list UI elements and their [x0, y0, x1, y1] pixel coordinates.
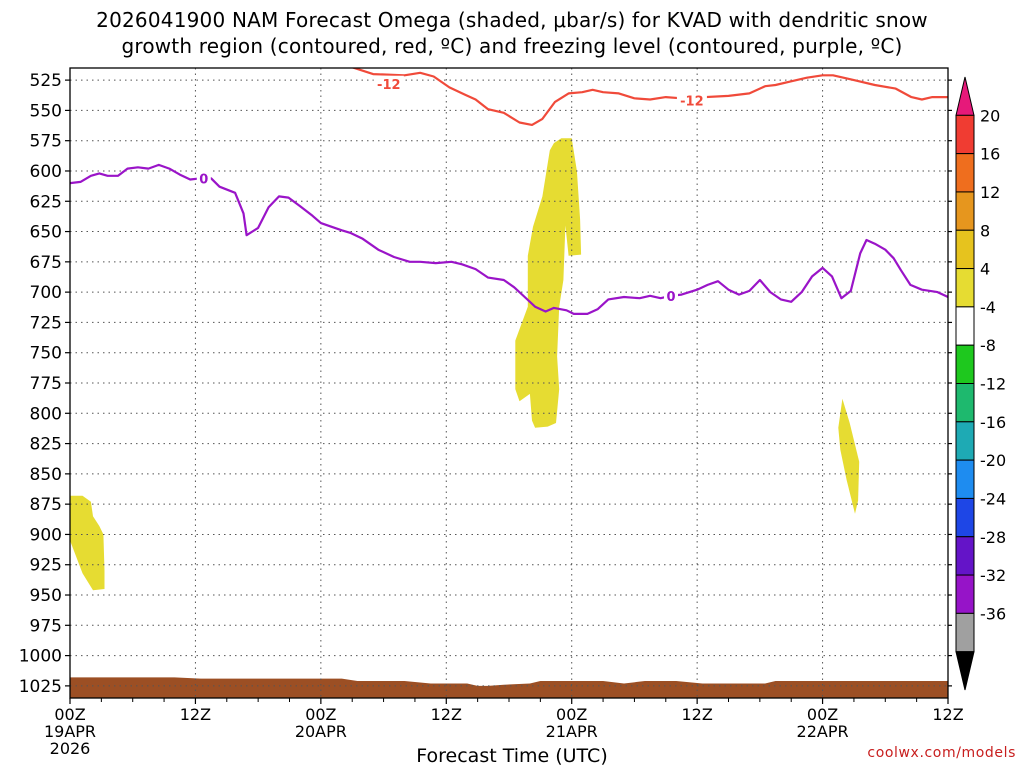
chart-title-line-1: 2026041900 NAM Forecast Omega (shaded, μ… [96, 8, 928, 32]
y-tick-label: 925 [30, 556, 62, 576]
x-tick-date: 20APR [295, 722, 347, 741]
x-axis-title: Forecast Time (UTC) [416, 745, 608, 767]
omega-shading-layer [70, 138, 948, 698]
contour-label-layer: -12 -12 0 0 [196, 75, 707, 305]
colorbar-swatch [955, 153, 975, 193]
colorbar-label: -24 [980, 489, 1006, 508]
contour-label-background [676, 92, 707, 109]
omega-shade-region-0 [70, 495, 105, 591]
colorbar-label: 8 [980, 221, 990, 240]
contour-label: 0 [199, 172, 208, 187]
x-tick-label: 00Z [556, 705, 587, 724]
x-tick-label: 12Z [932, 705, 963, 724]
y-tick-label: 550 [30, 101, 62, 121]
colorbar: 20 16 12 8 4 -4 -8 -12 -16 -20 -24 -28 -32 -36 [955, 76, 1006, 691]
x-tick-label: 12Z [681, 705, 712, 724]
y-tick-label: 875 [30, 495, 62, 515]
colorbar-bottom-arrow [955, 651, 975, 691]
y-tick-label: 775 [30, 374, 62, 394]
colorbar-label: 16 [980, 145, 1000, 164]
omega-shade-region-2 [838, 398, 860, 514]
x-tick-year: 2026 [50, 739, 91, 758]
colorbar-swatch [955, 574, 975, 614]
x-tick-date: 21APR [546, 722, 598, 741]
colorbar-label: -28 [980, 528, 1006, 547]
y-tick-label: 750 [30, 344, 62, 364]
terrain-fill [70, 677, 948, 698]
x-tick-date: 19APR [44, 722, 96, 741]
grid-layer [70, 68, 948, 698]
colorbar-label: 4 [980, 260, 990, 279]
y-tick-label: 850 [30, 465, 62, 485]
x-tick-label: 00Z [807, 705, 838, 724]
minus-12c-contour-line [350, 68, 948, 126]
y-tick-label: 650 [30, 223, 62, 243]
y-tick-label: 600 [30, 162, 62, 182]
colorbar-swatch [955, 229, 975, 270]
y-tick-label: 1000 [19, 647, 62, 667]
colorbar-label: -16 [980, 413, 1006, 432]
y-tick-label: 625 [30, 192, 62, 212]
colorbar-label: -20 [980, 451, 1006, 470]
colorbar-label: 20 [980, 106, 1000, 125]
axes-layer: 525 550 575 600 625 650 675 700 725 750 775 800 825 8… [19, 71, 964, 758]
freezing-level-contour-line [70, 163, 948, 315]
colorbar-swatch [955, 306, 975, 346]
contour-label: -12 [680, 95, 704, 110]
y-tick-label: 1025 [19, 677, 62, 697]
colorbar-top-arrow [955, 76, 975, 116]
y-tick-label: 725 [30, 313, 62, 333]
x-tick-label: 00Z [54, 705, 85, 724]
y-tick-label: 800 [30, 404, 62, 424]
colorbar-swatch [955, 191, 975, 231]
colorbar-swatch [955, 268, 975, 308]
y-tick-label: 900 [30, 525, 62, 545]
contour-label-background [196, 170, 211, 187]
y-tick-label: 950 [30, 586, 62, 606]
contour-layer [70, 68, 948, 315]
contour-label-background [373, 75, 404, 92]
colorbar-swatch [955, 536, 975, 576]
x-tick-date: 22APR [797, 722, 849, 741]
colorbar-swatch [955, 114, 975, 155]
colorbar-swatch [955, 344, 975, 384]
contour-label-background [664, 287, 679, 304]
colorbar-label: -32 [980, 566, 1006, 585]
y-tick-label: 975 [30, 616, 62, 636]
credit-text: coolwx.com/models [867, 745, 1016, 761]
colorbar-swatch [955, 612, 975, 653]
colorbar-label: 12 [980, 183, 1000, 202]
colorbar-swatch [955, 459, 975, 499]
x-tick-label: 12Z [180, 705, 211, 724]
y-tick-label: 675 [30, 253, 62, 273]
contour-label: -12 [377, 78, 401, 93]
colorbar-label: -4 [980, 298, 996, 317]
y-tick-label: 700 [30, 283, 62, 303]
colorbar-swatch [955, 497, 975, 538]
colorbar-label: -36 [980, 604, 1006, 623]
colorbar-label: -12 [980, 375, 1006, 394]
colorbar-swatch [955, 421, 975, 461]
x-tick-label: 00Z [305, 705, 336, 724]
y-tick-label: 575 [30, 132, 62, 152]
y-tick-label: 525 [30, 71, 62, 91]
omega-shade-region-1 [515, 138, 582, 428]
contour-label: 0 [666, 290, 675, 305]
plot-frame [69, 67, 949, 699]
colorbar-swatch [955, 383, 975, 423]
y-tick-label: 825 [30, 435, 62, 455]
x-tick-label: 12Z [431, 705, 462, 724]
chart-title-line-2: growth region (contoured, red, ºC) and f… [121, 34, 903, 58]
colorbar-label: -8 [980, 336, 996, 355]
